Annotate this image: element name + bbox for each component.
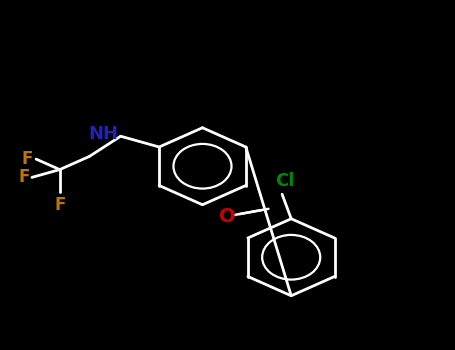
Text: O: O [219,207,236,226]
Text: Cl: Cl [275,172,294,190]
Text: F: F [21,150,32,168]
Text: NH: NH [88,126,118,144]
Text: F: F [54,196,66,214]
Text: F: F [18,168,30,187]
